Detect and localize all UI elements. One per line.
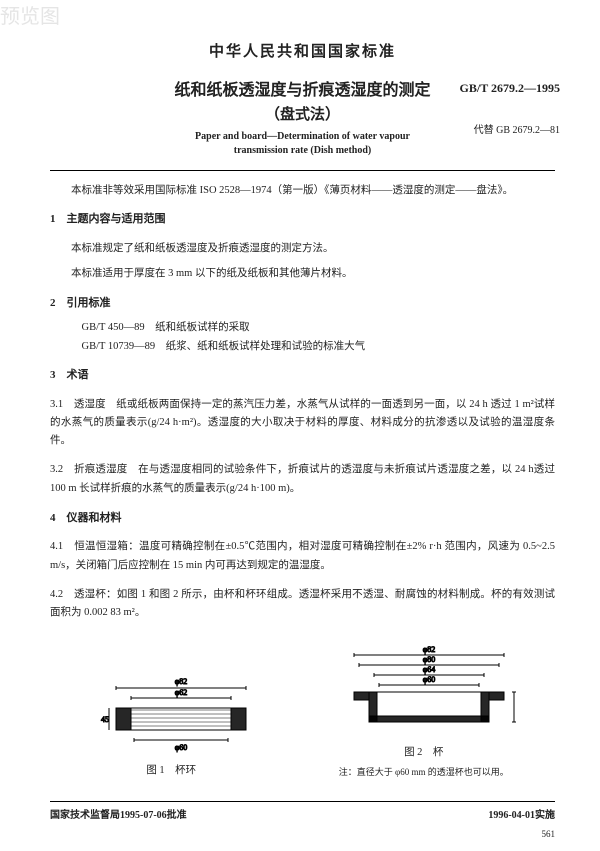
footer-effective: 1996-04-01实施 [488, 806, 555, 821]
title-en-line1: Paper and board—Determination of water v… [195, 131, 410, 142]
watermark-text: 预览图 [0, 0, 60, 29]
standard-code: GB/T 2679.2—1995 [460, 81, 560, 96]
title-block: 纸和纸板透湿度与折痕透湿度的测定 （盘式法） Paper and board—D… [50, 79, 555, 158]
page-number: 561 [542, 829, 556, 839]
document-page: 预览图 中华人民共和国国家标准 纸和纸板透湿度与折痕透湿度的测定 （盘式法） P… [0, 0, 600, 851]
figure-2-note: 注：直径大于 φ60 mm 的透湿杯也可以用。 [319, 765, 529, 781]
page-footer: 国家技术监督局1995-07-06批准 1996-04-01实施 [50, 801, 555, 821]
section-2-heading: 2 引用标准 [50, 294, 555, 313]
section-4-1: 4.1 恒温恒湿箱：温度可精确控制在±0.5℃范围内，相对湿度可精确控制在±2%… [50, 538, 555, 575]
figure-2: φ82 φ80 φ64 φ60 [319, 640, 529, 780]
section-3-heading: 3 术语 [50, 366, 555, 385]
svg-text:φ64: φ64 [422, 665, 435, 674]
section-3-2: 3.2 折痕透湿度 在与透湿度相同的试验条件下，折痕试片的透湿度与未折痕试片透湿… [50, 461, 555, 498]
reference-2: GB/T 10739—89 纸浆、纸和纸板试样处理和试验的标准大气 [50, 338, 555, 356]
section-3-1: 3.1 透湿度 纸或纸板两面保持一定的蒸汽压力差，水蒸气从试样的一面透到另一面，… [50, 396, 555, 451]
figure-1: φ82 φ62 45 [76, 668, 266, 780]
title-en-line2: transmission rate (Dish method) [234, 145, 372, 156]
header-organization: 中华人民共和国国家标准 [50, 40, 555, 61]
svg-text:φ80: φ80 [422, 655, 435, 664]
section-1-p2: 本标准适用于厚度在 3 mm 以下的纸及纸板和其他薄片材料。 [50, 265, 555, 283]
figure-2-diagram: φ82 φ80 φ64 φ60 [319, 640, 529, 740]
footer-approval: 国家技术监督局1995-07-06批准 [50, 806, 187, 821]
standard-replaces: 代替 GB 2679.2—81 [474, 121, 560, 136]
svg-text:φ62: φ62 [175, 688, 188, 697]
figure-1-diagram: φ82 φ62 45 [76, 668, 266, 758]
intro-paragraph: 本标准非等效采用国际标准 ISO 2528—1974（第一版）《薄页材料——透湿… [50, 182, 555, 200]
svg-text:45: 45 [101, 715, 109, 724]
section-1-p1: 本标准规定了纸和纸板透湿度及折痕透湿度的测定方法。 [50, 240, 555, 258]
svg-text:φ82: φ82 [422, 645, 435, 654]
section-1-heading: 1 主题内容与适用范围 [50, 210, 555, 229]
document-body: 本标准非等效采用国际标准 ISO 2528—1974（第一版）《薄页材料——透湿… [50, 182, 555, 781]
section-4-heading: 4 仪器和材料 [50, 509, 555, 528]
figure-1-caption: 图 1 杯环 [76, 762, 266, 780]
figures-row: φ82 φ62 45 [50, 640, 555, 780]
svg-text:φ82: φ82 [175, 677, 188, 686]
svg-text:φ60: φ60 [175, 743, 188, 752]
reference-1: GB/T 450—89 纸和纸板试样的采取 [50, 319, 555, 337]
divider-top [50, 170, 555, 171]
section-4-2: 4.2 透湿杯：如图 1 和图 2 所示，由杯和杯环组成。透湿杯采用不透湿、耐腐… [50, 586, 555, 623]
svg-text:φ60: φ60 [422, 675, 435, 684]
figure-2-caption: 图 2 杯 [319, 744, 529, 762]
